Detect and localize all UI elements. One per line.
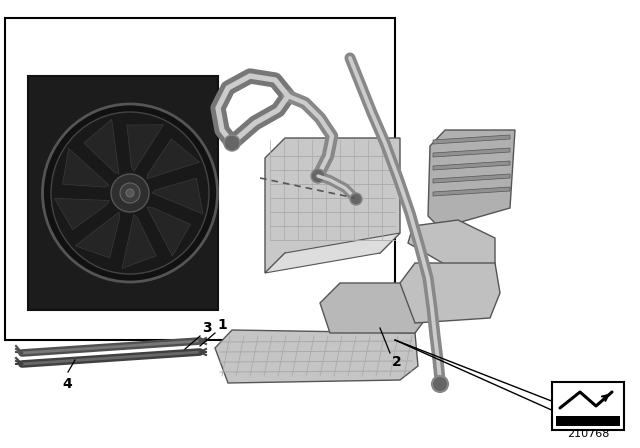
Polygon shape xyxy=(152,178,203,214)
Polygon shape xyxy=(320,283,430,333)
Bar xyxy=(556,416,620,426)
Bar xyxy=(5,18,395,340)
Polygon shape xyxy=(28,76,218,310)
Text: 1: 1 xyxy=(217,318,227,332)
Polygon shape xyxy=(147,207,190,256)
Ellipse shape xyxy=(126,189,134,197)
Polygon shape xyxy=(54,198,109,230)
Polygon shape xyxy=(400,263,500,323)
Text: 4: 4 xyxy=(62,377,72,391)
Ellipse shape xyxy=(111,174,149,212)
Text: 3: 3 xyxy=(202,321,212,335)
Polygon shape xyxy=(408,220,495,276)
Ellipse shape xyxy=(350,193,362,205)
Polygon shape xyxy=(63,148,109,187)
Polygon shape xyxy=(84,119,119,174)
Polygon shape xyxy=(127,125,163,171)
Ellipse shape xyxy=(42,104,218,282)
Polygon shape xyxy=(215,330,418,383)
Polygon shape xyxy=(433,187,510,196)
Text: 210768: 210768 xyxy=(567,429,609,439)
Polygon shape xyxy=(428,130,515,228)
Polygon shape xyxy=(433,135,510,144)
Ellipse shape xyxy=(311,169,325,183)
Polygon shape xyxy=(265,138,400,273)
Ellipse shape xyxy=(432,376,448,392)
Ellipse shape xyxy=(51,112,209,274)
Bar xyxy=(552,382,624,430)
Ellipse shape xyxy=(120,183,140,203)
Polygon shape xyxy=(147,139,200,179)
Ellipse shape xyxy=(224,135,240,151)
Polygon shape xyxy=(265,233,400,273)
Text: 2: 2 xyxy=(392,355,402,369)
Polygon shape xyxy=(433,174,510,183)
Polygon shape xyxy=(122,215,156,269)
Polygon shape xyxy=(76,212,120,258)
Polygon shape xyxy=(433,161,510,170)
Polygon shape xyxy=(433,148,510,157)
